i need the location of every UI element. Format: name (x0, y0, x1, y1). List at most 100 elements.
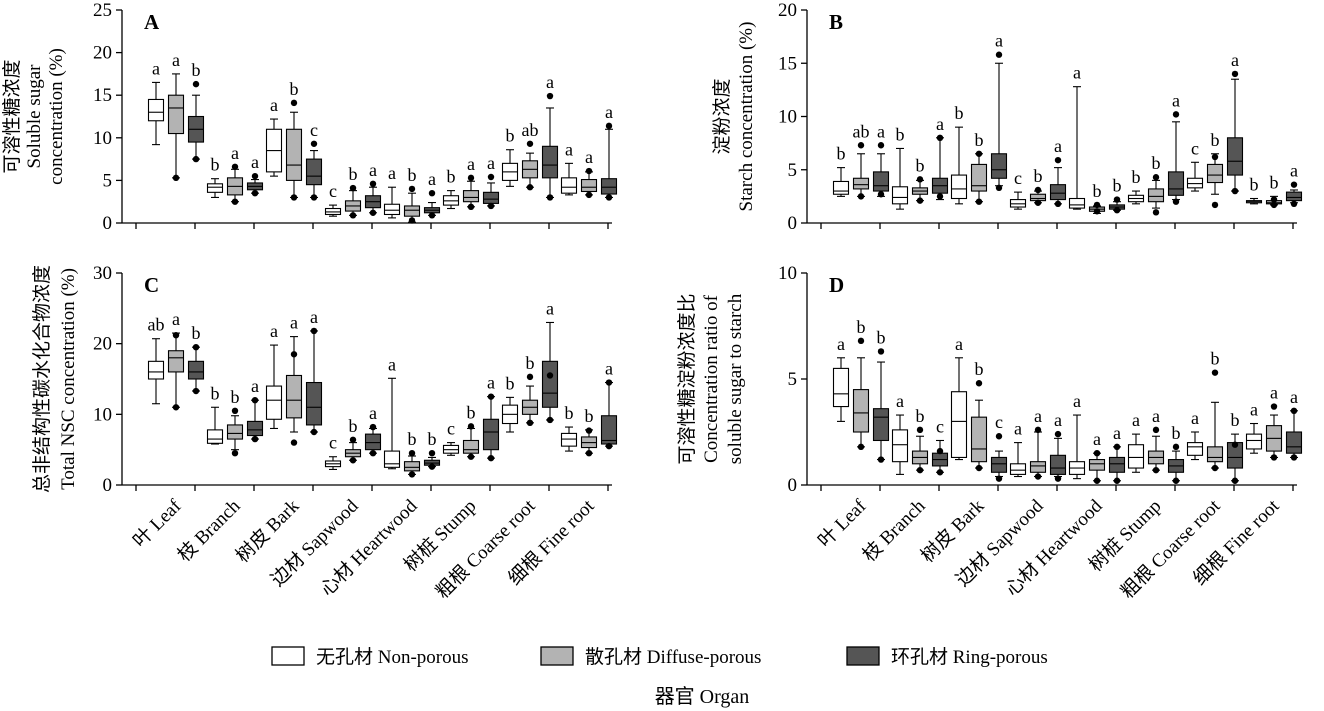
significance-letter: a (1290, 387, 1298, 407)
outlier-point (310, 327, 318, 335)
panel-label: A (144, 10, 160, 34)
legend-label-non-porous: 无孔材 Non-porous (316, 646, 469, 668)
outlier-point (1290, 454, 1298, 461)
outlier-point (1172, 477, 1180, 484)
box-iqr (187, 360, 205, 380)
box-0-0: ab (148, 315, 165, 405)
box-4-2: b (423, 429, 441, 470)
box-iqr (462, 190, 480, 203)
significance-letter: a (896, 391, 904, 411)
significance-letter: a (936, 114, 944, 134)
box-1-1: b (911, 406, 929, 474)
box-iqr (482, 191, 500, 204)
box-1-0: b (891, 124, 909, 210)
outlier-point (369, 450, 377, 457)
outlier-point (877, 348, 885, 355)
outlier-point (487, 173, 495, 181)
box-4-2: b (1108, 176, 1126, 214)
significance-letter: b (290, 79, 299, 99)
box-3-1: b (1029, 166, 1047, 206)
box-iqr (832, 367, 850, 408)
box-3-2: a (1049, 136, 1067, 208)
significance-letter: b (1113, 176, 1122, 196)
box-7-0: b (560, 403, 578, 452)
box-iqr (482, 418, 500, 451)
outlier-point (310, 428, 318, 436)
outlier-point (1290, 200, 1298, 208)
box-iqr (226, 424, 244, 440)
box-iqr (1068, 197, 1086, 209)
significance-letter: a (1054, 136, 1062, 156)
significance-letter: b (975, 359, 984, 379)
significance-letter: a (172, 309, 180, 329)
significance-letter: b (1034, 166, 1043, 186)
y-tick-label: 0 (788, 213, 798, 234)
box-iqr (383, 450, 401, 468)
significance-letter: a (1034, 406, 1042, 426)
box-5-1: b (1147, 153, 1165, 216)
box-iqr (285, 374, 303, 419)
box-iqr (167, 350, 185, 373)
outlier-point (349, 212, 357, 219)
box-iqr (600, 415, 618, 445)
outlier-point (1054, 430, 1062, 438)
outlier-point (408, 185, 416, 193)
significance-letter: b (896, 124, 905, 144)
y-tick-label: 0 (103, 475, 113, 496)
y-tick-label: 0 (103, 213, 113, 234)
outlier-point (1270, 201, 1278, 209)
significance-letter: b (1211, 130, 1220, 150)
outlier-point (975, 380, 983, 387)
box-7-1: a (1265, 383, 1283, 461)
outlier-point (1270, 454, 1278, 461)
outlier-point (192, 80, 200, 88)
outlier-point (605, 194, 613, 201)
outlier-point (916, 197, 924, 204)
significance-letter: a (251, 376, 259, 396)
outlier-point (1231, 70, 1239, 78)
box-iqr (541, 145, 559, 179)
box-3-1: b (344, 164, 362, 219)
outlier-point (995, 184, 1003, 192)
box-1-2: a (931, 114, 949, 201)
box-iqr (580, 178, 598, 193)
significance-letter: b (506, 373, 515, 393)
significance-letter: a (1093, 429, 1101, 449)
significance-letter: a (546, 298, 554, 318)
y-tick-label: 10 (778, 263, 797, 284)
outlier-point (916, 466, 924, 474)
box-2-0: a (950, 334, 968, 461)
outlier-point (310, 140, 318, 147)
outlier-point (251, 172, 259, 180)
outlier-point (1231, 187, 1239, 195)
box-5-0: a (1127, 410, 1145, 473)
significance-letter: a (1073, 63, 1081, 83)
outlier-point (546, 416, 554, 424)
box-iqr (1147, 188, 1165, 203)
outlier-point (605, 122, 613, 130)
box-3-0: a (1009, 419, 1027, 478)
significance-letter: a (1152, 406, 1160, 426)
significance-letter: c (310, 120, 318, 140)
y-tick-label: 10 (778, 107, 797, 128)
significance-letter: ab (522, 120, 539, 140)
outlier-point (487, 393, 495, 400)
outlier-point (546, 92, 554, 100)
significance-letter: b (585, 406, 594, 426)
box-0-0: a (832, 334, 850, 422)
box-iqr (206, 429, 224, 444)
significance-letter: a (290, 313, 298, 333)
box-4-0: a (1068, 63, 1086, 210)
y-tick-label: 15 (93, 85, 112, 106)
box-4-2: a (1108, 423, 1126, 484)
box-iqr (383, 203, 401, 216)
box-iqr (1029, 461, 1047, 473)
outlier-point (526, 184, 534, 191)
panel-D: 0 5 10 D 可溶性糖淀粉浓度比 Concentration ratio of solu… (676, 263, 1303, 603)
significance-letter: a (369, 403, 377, 423)
box-3-0: c (324, 433, 342, 471)
outlier-point (1290, 181, 1298, 188)
outlier-point (916, 176, 924, 183)
significance-letter: b (506, 126, 515, 146)
significance-letter: b (526, 353, 535, 373)
